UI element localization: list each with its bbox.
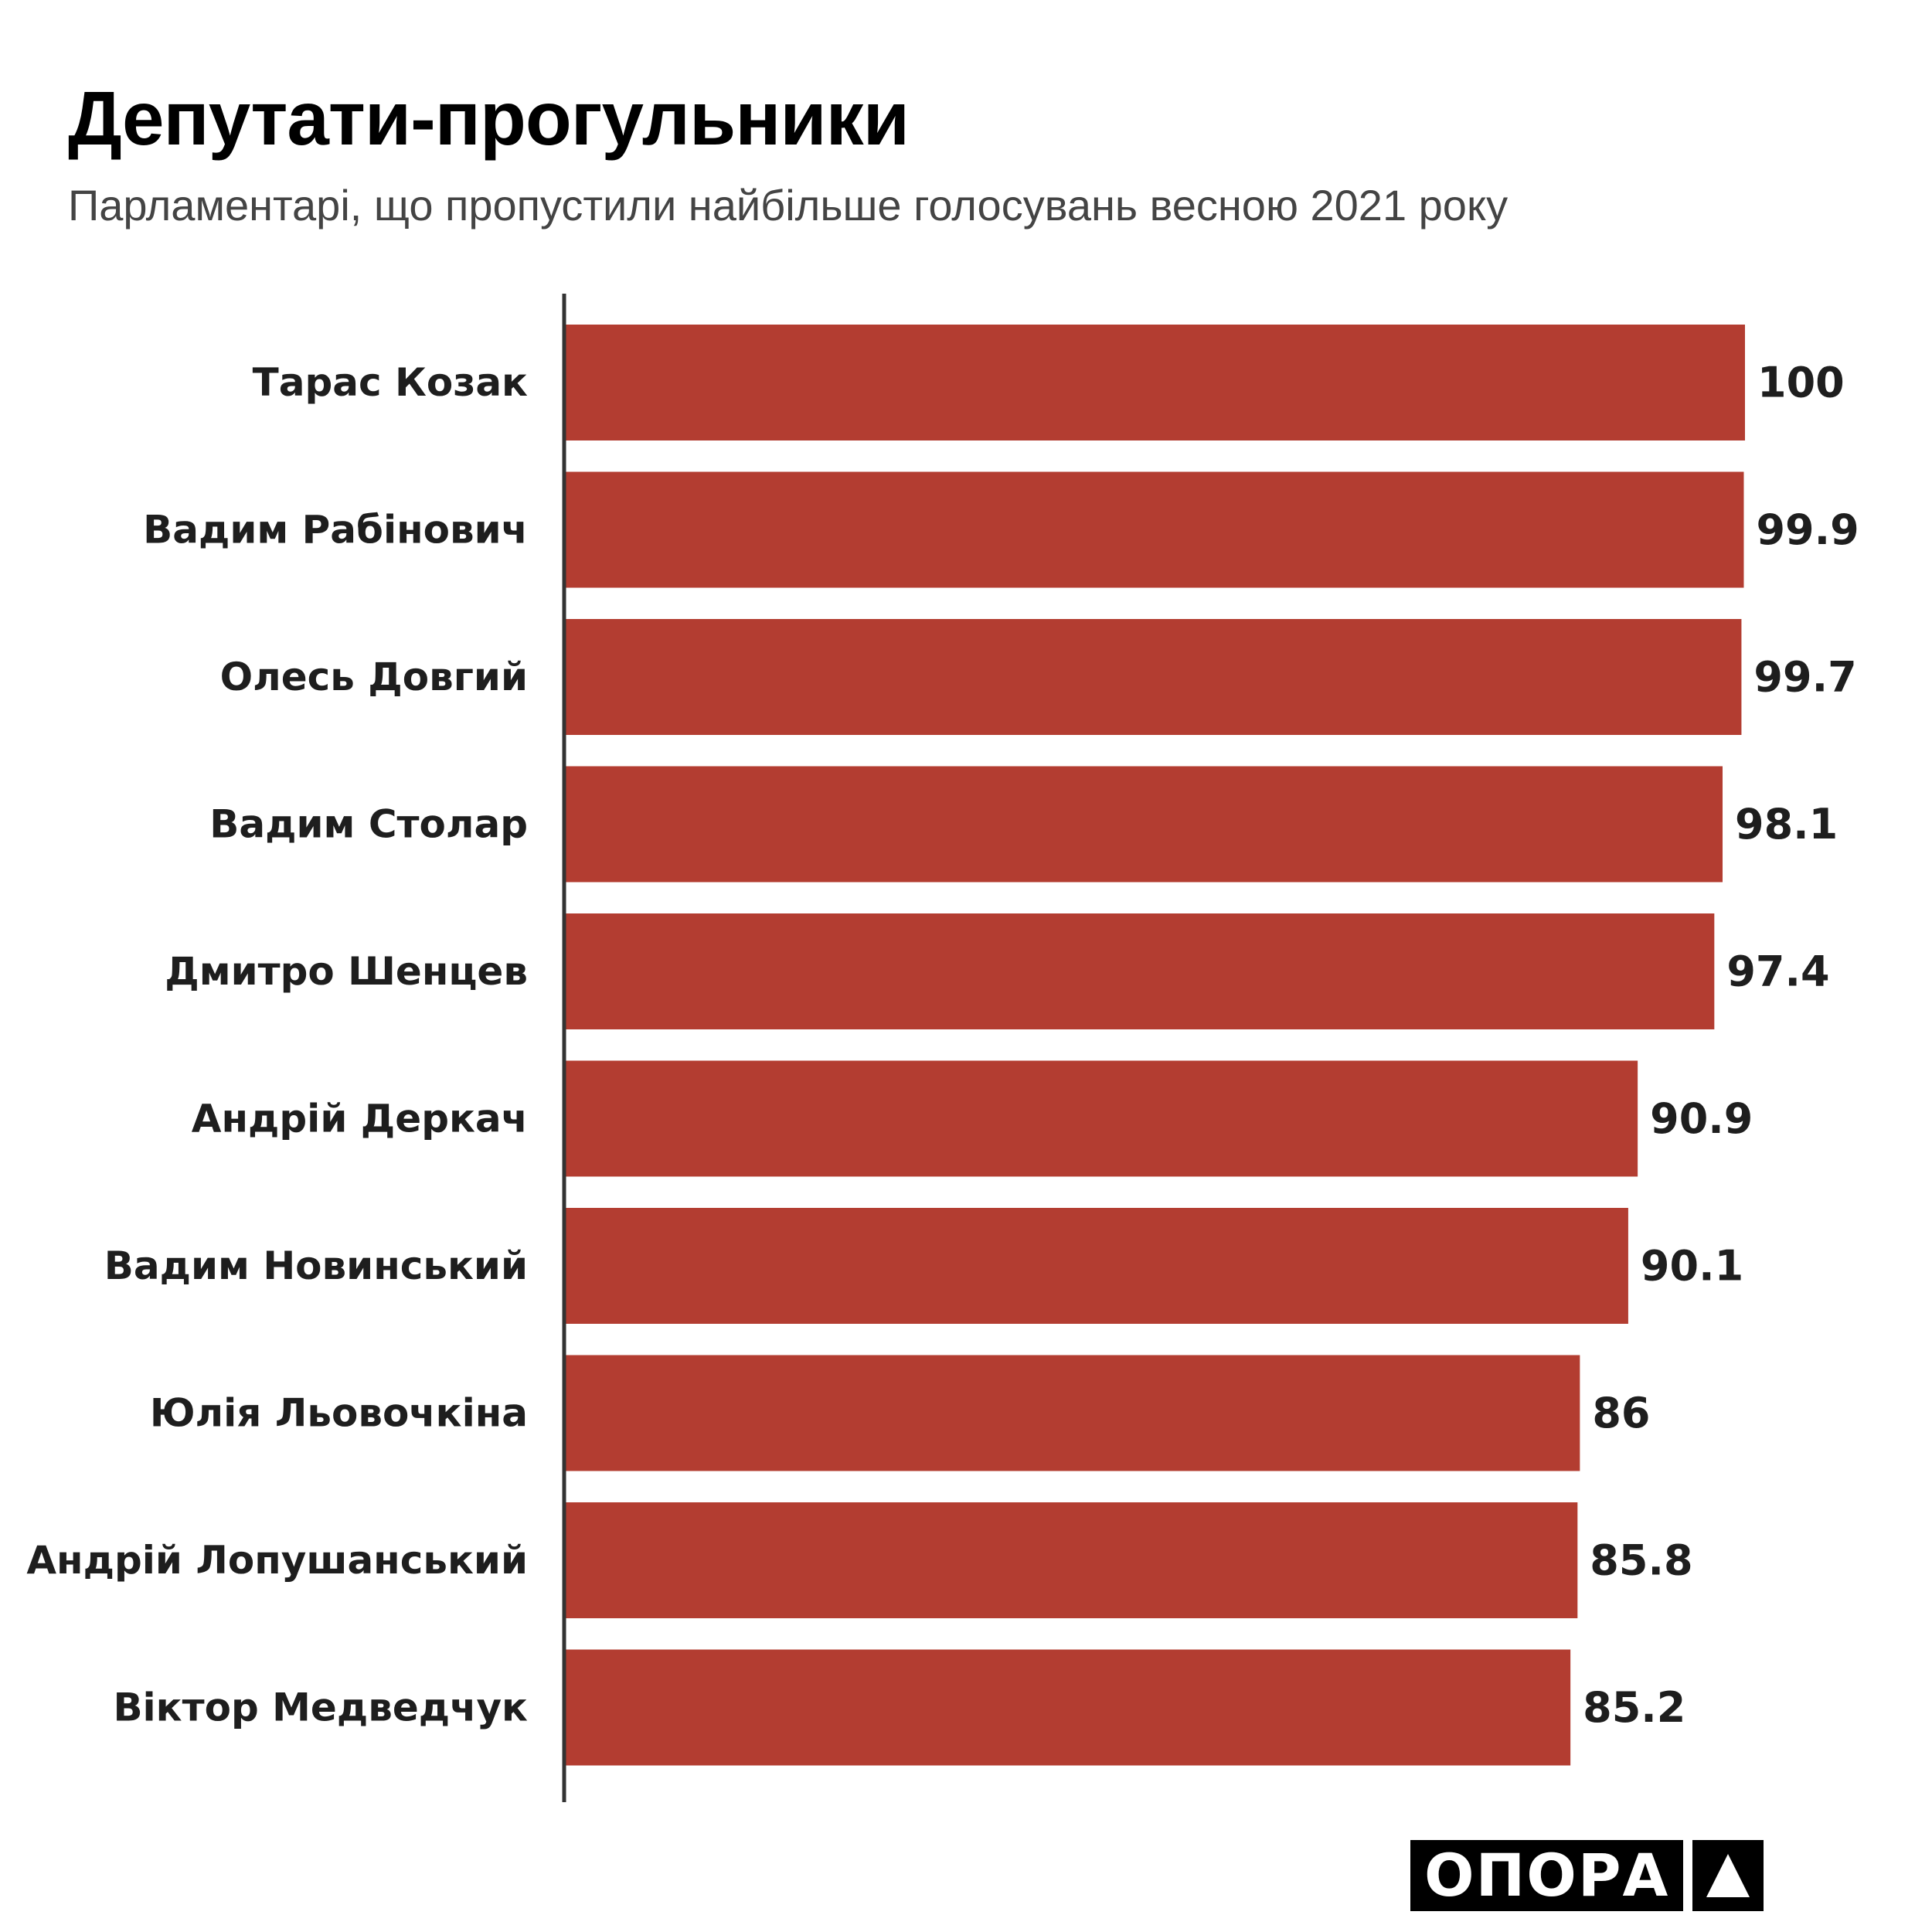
logo-text: ОПОРА — [1410, 1840, 1684, 1911]
bar — [566, 1060, 1638, 1177]
chart-title: Депутати-прогульники — [68, 76, 910, 161]
category-label: Андрій Деркач — [192, 1097, 528, 1141]
category-label: Олесь Довгий — [220, 655, 528, 699]
category-label: Андрій Лопушанський — [26, 1538, 528, 1583]
bar — [566, 619, 1742, 735]
category-label: Віктор Медведчук — [113, 1685, 528, 1730]
value-label: 97.4 — [1726, 947, 1829, 996]
bar — [566, 1649, 1571, 1766]
bar — [566, 766, 1723, 883]
category-label: Юлія Льовочкіна — [150, 1391, 528, 1436]
opora-logo: ОПОРА — [1410, 1840, 1764, 1911]
triangle-logo-icon — [1692, 1840, 1764, 1911]
value-label: 99.9 — [1756, 505, 1859, 554]
bar — [566, 1355, 1580, 1471]
value-label: 98.1 — [1735, 800, 1838, 849]
bar — [566, 325, 1745, 440]
category-label: Вадим Новинський — [104, 1243, 528, 1288]
category-label: Дмитро Шенцев — [165, 949, 528, 994]
category-label: Тарас Козак — [253, 360, 528, 405]
value-label: 99.7 — [1753, 653, 1856, 702]
bar — [566, 913, 1715, 1029]
chart-subtitle: Парламентарі, що пропустили найбільше го… — [68, 181, 1509, 230]
bar — [566, 1502, 1578, 1618]
category-label: Вадим Столар — [209, 802, 528, 847]
value-label: 90.9 — [1650, 1094, 1753, 1143]
bar-group: Тарас Козак 100 Вадим Рабінович 99.9 Олесь Д… — [26, 325, 1859, 1766]
value-label: 86 — [1592, 1389, 1650, 1437]
bar — [566, 471, 1744, 588]
category-label: Вадим Рабінович — [143, 508, 528, 553]
value-label: 90.1 — [1641, 1242, 1743, 1291]
value-label: 85.2 — [1583, 1683, 1685, 1732]
bar — [566, 1208, 1628, 1324]
value-label: 85.8 — [1590, 1536, 1692, 1585]
value-label: 100 — [1757, 359, 1845, 407]
